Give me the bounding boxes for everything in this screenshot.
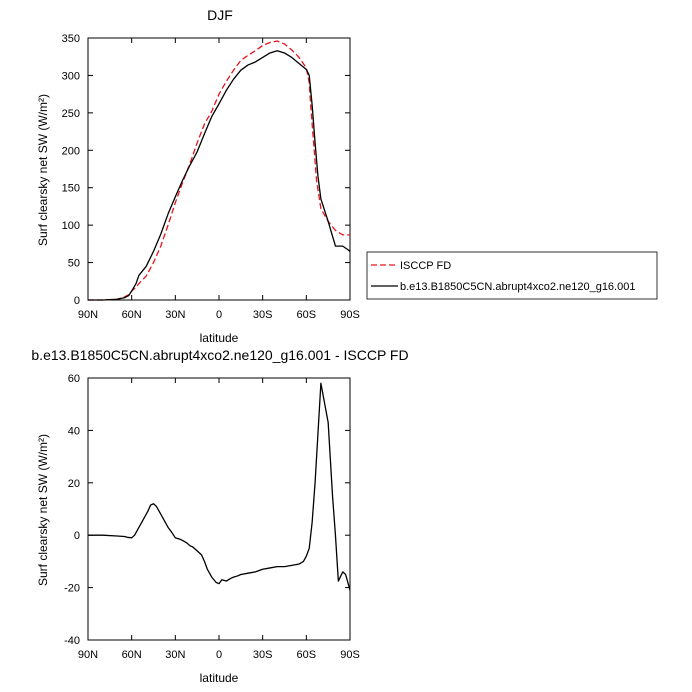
top-y-axis: 0 50 100 150 200 250 300 350: [62, 33, 350, 307]
bottom-plot-frame: [87, 377, 351, 641]
y-tick-label: 50: [68, 258, 80, 270]
y-tick-label: 100: [62, 220, 80, 232]
y-tick-label: 150: [62, 183, 80, 195]
x-tick-label: 60N: [122, 649, 142, 661]
x-tick-label: 90N: [78, 649, 98, 661]
top-x-axis: 90N 60N 30N 0 30S 60S 90S: [78, 38, 360, 321]
top-panel: DJF 0 50 100 150 200 250 300 350 90N 60N 30N 0 30S 6…: [36, 7, 360, 345]
bottom-panel: b.e13.B1850C5CN.abrupt4xco2.ne120_g16.00…: [31, 347, 408, 685]
x-tick-label: 30N: [165, 309, 185, 321]
bottom-series-lines: [88, 382, 351, 591]
y-tick-label: 0: [74, 295, 80, 307]
top-chart-title: DJF: [207, 7, 233, 23]
y-tick-label: -20: [64, 583, 80, 595]
y-tick-label: 350: [62, 33, 80, 45]
y-tick-label: 0: [74, 530, 80, 542]
top-y-axis-label: Surf clearsky net SW (W/m²): [36, 94, 50, 246]
x-tick-label: 90N: [78, 309, 98, 321]
legend-entry-isccp: ISCCP FD: [400, 260, 451, 272]
x-tick-label: 60S: [297, 649, 317, 661]
x-tick-label: 60S: [297, 309, 317, 321]
legend: ISCCP FD b.e13.B1850C5CN.abrupt4xco2.ne1…: [366, 251, 658, 300]
y-tick-label: 300: [62, 70, 80, 82]
x-tick-label: 0: [216, 649, 222, 661]
x-tick-label: 60N: [122, 309, 142, 321]
y-tick-label: 20: [68, 478, 80, 490]
x-tick-label: 90S: [340, 649, 360, 661]
y-tick-label: 60: [68, 373, 80, 385]
top-plot-frame: [87, 37, 351, 301]
y-tick-label: 40: [68, 425, 80, 437]
bottom-x-axis-label: latitude: [200, 671, 239, 685]
y-tick-label: -40: [64, 635, 80, 647]
series-line-1: [88, 50, 351, 301]
bottom-x-axis: 90N 60N 30N 0 30S 60S 90S: [78, 378, 360, 661]
series-line-0: [88, 40, 350, 301]
y-tick-label: 200: [62, 145, 80, 157]
legend-box: [366, 251, 658, 300]
bottom-chart-title: b.e13.B1850C5CN.abrupt4xco2.ne120_g16.00…: [31, 347, 408, 363]
x-tick-label: 30N: [165, 649, 185, 661]
series-line-0: [88, 382, 351, 591]
top-x-axis-label: latitude: [200, 331, 239, 345]
x-tick-label: 90S: [340, 309, 360, 321]
x-tick-label: 30S: [253, 649, 273, 661]
x-tick-label: 30S: [253, 309, 273, 321]
legend-entry-model: b.e13.B1850C5CN.abrupt4xco2.ne120_g16.00…: [400, 281, 635, 293]
bottom-y-axis-label: Surf clearsky net SW (W/m²): [36, 434, 50, 586]
x-tick-label: 0: [216, 309, 222, 321]
bottom-y-axis: -40 -20 0 20 40 60: [64, 373, 350, 647]
y-tick-label: 250: [62, 108, 80, 120]
top-series-lines: [88, 40, 351, 301]
